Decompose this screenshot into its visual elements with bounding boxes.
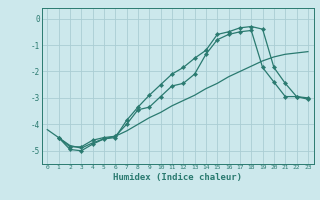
X-axis label: Humidex (Indice chaleur): Humidex (Indice chaleur) [113,173,242,182]
